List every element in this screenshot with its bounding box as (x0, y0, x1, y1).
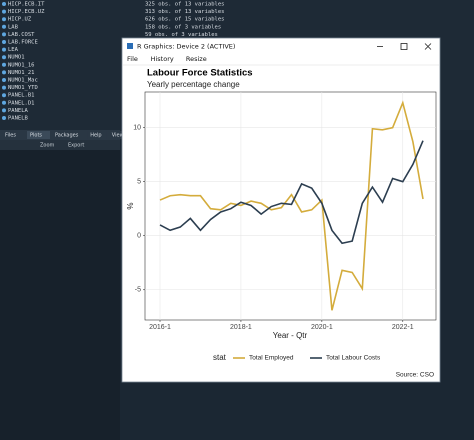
x-tick-label: 2020-1 (311, 324, 333, 331)
env-name: NUMO1_YTD (8, 85, 38, 91)
env-name: PANELA (8, 108, 29, 114)
chart: Labour Force Statistics Yearly percentag… (126, 68, 437, 379)
y-tick-label: 0 (137, 233, 141, 240)
env-icon (2, 55, 6, 60)
window-title: R Graphics: Device 2 (ACTIVE) (137, 43, 235, 51)
x-tick-label: 2022-1 (392, 324, 414, 331)
tab[interactable] (87, 131, 107, 139)
window-titlebar (123, 39, 439, 54)
env-icon (2, 2, 6, 6)
chart-subtitle: Yearly percentage change (147, 80, 240, 89)
x-tick-label: 2018-1 (230, 324, 252, 331)
menu-item[interactable]: File (127, 55, 138, 63)
series-line (159, 100, 424, 311)
toolbar (0, 140, 120, 150)
y-axis-label: % (126, 202, 135, 209)
env-icon (2, 62, 6, 67)
env-name: NUMO1_21 (8, 70, 35, 76)
env-name: HICP.ECB.IT (8, 2, 45, 8)
env-icon (2, 17, 6, 22)
x-axis-label: Year - Qtr (273, 331, 308, 340)
env-icon (2, 40, 6, 44)
env-icon (2, 100, 6, 105)
y-tick-label: 10 (133, 125, 141, 132)
env-desc: 313 obs. of 13 variables (145, 9, 224, 15)
environment-list: HICP.ECB.IT 325 obs. of 13 variables HICP.… (2, 2, 224, 122)
left-pane (0, 130, 120, 440)
toolbar-buttons: Zoom Export (40, 143, 84, 149)
tab-label: Plots (30, 133, 42, 139)
tab-label: Files (5, 133, 16, 139)
menu-item[interactable]: History (151, 55, 174, 63)
env-icon (2, 85, 6, 90)
env-icon (2, 9, 6, 14)
tab[interactable] (52, 131, 86, 139)
close-button[interactable] (424, 43, 432, 50)
chart-title: Labour Force Statistics (147, 68, 253, 79)
env-name: NUMO1 (8, 55, 25, 61)
env-desc: 59 obs. of 3 variables (145, 32, 218, 38)
env-desc: 325 obs. of 13 variables (145, 2, 224, 8)
series-line (159, 140, 424, 245)
env-icon (2, 70, 6, 75)
maximize-button[interactable] (400, 43, 408, 50)
menu-item[interactable]: Resize (186, 55, 207, 63)
legend-label: Total Employed (249, 355, 294, 362)
env-name: NUMO1_Mac (8, 78, 38, 84)
x-tick-label: 2016-1 (149, 324, 171, 331)
env-name: PANELB (8, 116, 29, 122)
env-name: NUMO1_16 (8, 62, 35, 68)
caption: Source: CSO (396, 372, 434, 379)
legend-label: Total Labour Costs (326, 355, 381, 362)
env-icon (2, 108, 6, 113)
env-icon (2, 32, 6, 37)
tabs: Files Plots Packages Help Viewer (2, 131, 136, 139)
env-name: LAB (8, 24, 19, 30)
env-name: LAB.COST (8, 32, 35, 38)
env-desc: 158 obs. of 3 variables (145, 24, 221, 30)
env-icon (2, 24, 6, 29)
env-icon (2, 47, 6, 52)
tab-label: Packages (55, 133, 79, 139)
env-name: HICP.ECB.UZ (8, 9, 45, 15)
env-name: PANEL.B1 (8, 93, 35, 99)
env-icon (2, 93, 6, 98)
tab-label: Help (90, 133, 101, 139)
toolbar-button[interactable]: Export (68, 143, 84, 149)
env-name: LEA (8, 47, 19, 53)
tab[interactable] (2, 131, 25, 139)
env-name: PANEL.D1 (8, 100, 35, 106)
y-tick-label: -5 (135, 287, 141, 294)
r-icon (127, 43, 133, 49)
menu-bar: File History Resize (127, 55, 207, 63)
env-name: LAB.FORCE (8, 40, 38, 46)
tab-label: Viewer (112, 133, 130, 139)
toolbar-button[interactable]: Zoom (40, 143, 55, 149)
env-name: HICP.UZ (8, 17, 32, 23)
env-icon (2, 78, 6, 82)
env-desc: 626 obs. of 15 variables (145, 17, 224, 23)
legend-title: stat (213, 353, 227, 362)
plot-panel (144, 91, 437, 321)
tab[interactable] (27, 131, 50, 139)
env-icon (2, 116, 6, 120)
y-tick-label: 5 (137, 179, 141, 186)
